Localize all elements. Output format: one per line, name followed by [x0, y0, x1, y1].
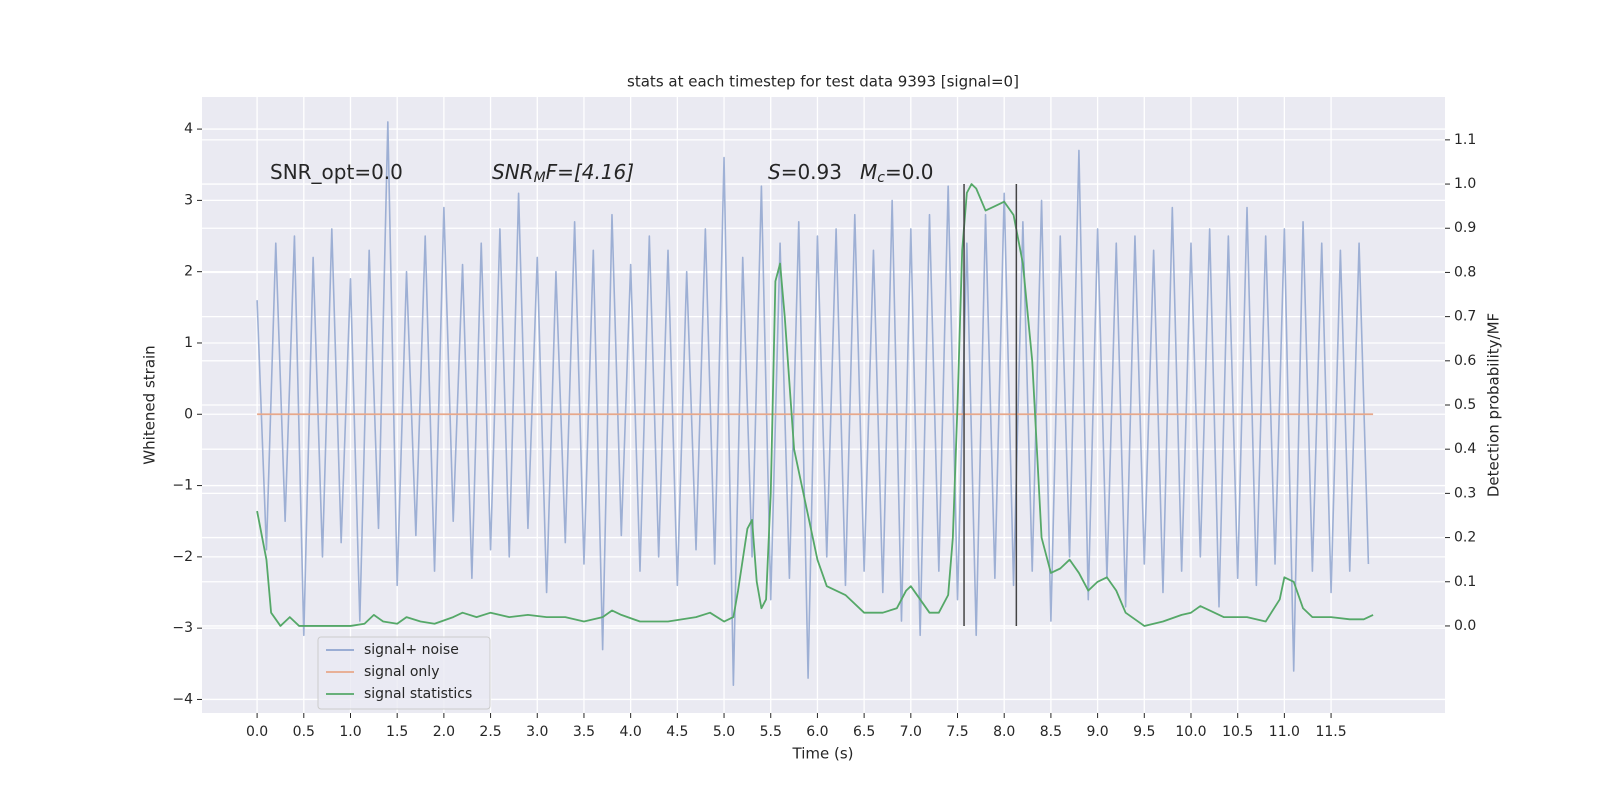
legend: signal+ noise signal only signal statistic… [317, 636, 491, 710]
legend-label: signal only [364, 664, 439, 680]
y-tick-label: 2 [184, 264, 193, 280]
y-tick-label: −3 [172, 620, 193, 636]
y2-tick-label: 0.8 [1454, 264, 1476, 280]
annotation-rest: =0.93 [781, 160, 842, 184]
annotation: SNRMF=[4.16] [492, 160, 634, 187]
y-tick-label: 0 [184, 406, 193, 422]
annotation-symbol: S [768, 160, 781, 184]
y2-tick-label: 0.5 [1454, 397, 1476, 413]
x-axis-label: Time (s) [792, 745, 854, 763]
chart-title: stats at each timestep for test data 939… [627, 73, 1019, 91]
marks [256, 121, 1374, 686]
axes: 0.0 0.5 1.0 1.5 2.0 2.5 3.0 3.5 4.0 4.5 5.0 5.5 6.0 6… [172, 121, 1476, 740]
x-tick-label: 5.5 [760, 724, 782, 740]
y2-tick-label: 0.0 [1454, 618, 1476, 634]
annotations: SNR_opt=0.0 SNRMF=[4.16] S=0.93 Mc=0.0 [270, 160, 934, 187]
annotation-rest: F=[4.16] [546, 160, 634, 184]
y2-tick-label: 1.1 [1454, 132, 1476, 148]
annotation-subscript: M [534, 170, 546, 186]
y2-tick-label: 0.7 [1454, 309, 1476, 325]
x-tick-label: 4.5 [666, 724, 688, 740]
y2-tick-label: 0.4 [1454, 441, 1476, 457]
annotation-text: SNR_opt=0.0 [270, 160, 403, 184]
annotation-symbol: M [860, 160, 877, 184]
annotation: SNR_opt=0.0 [270, 160, 403, 184]
y-tick-label: 3 [184, 192, 193, 208]
annotation: Mc=0.0 [860, 160, 934, 187]
annotation-symbol: SNR [492, 160, 534, 184]
grid [202, 97, 1445, 713]
x-tick-label: 10.0 [1175, 724, 1206, 740]
x-tick-label: 9.0 [1086, 724, 1108, 740]
x-tick-label: 2.5 [479, 724, 501, 740]
x-tick-label: 7.0 [900, 724, 922, 740]
x-tick-label: 3.5 [573, 724, 595, 740]
y-tick-label: 4 [184, 121, 193, 137]
x-tick-label: 11.5 [1315, 724, 1346, 740]
x-tick-label: 0.0 [246, 724, 268, 740]
x-tick-label: 8.5 [1040, 724, 1062, 740]
series-line [256, 183, 1374, 627]
x-tick-label: 6.0 [806, 724, 828, 740]
y-axis-label: Whitened strain [141, 345, 159, 464]
x-tick-label: 0.5 [293, 724, 315, 740]
x-tick-label: 10.5 [1222, 724, 1253, 740]
x-tick-label: 1.0 [339, 724, 361, 740]
legend-label: signal+ noise [364, 642, 459, 658]
x-tick-label: 5.0 [713, 724, 735, 740]
y2-tick-label: 0.2 [1454, 530, 1476, 546]
x-tick-label: 8.0 [993, 724, 1015, 740]
series-line [256, 121, 1370, 686]
y2-tick-label: 0.3 [1454, 485, 1476, 501]
x-tick-label: 3.0 [526, 724, 548, 740]
y-tick-label: −2 [172, 549, 193, 565]
y2-tick-label: 0.9 [1454, 220, 1476, 236]
y2-axis-label: Detection probability/MF [1485, 313, 1503, 497]
x-tick-label: 11.0 [1269, 724, 1300, 740]
x-tick-label: 7.5 [946, 724, 968, 740]
annotation-rest: =0.0 [885, 160, 934, 184]
legend-label: signal statistics [364, 686, 472, 702]
y-tick-label: −1 [172, 478, 193, 494]
x-tick-label: 1.5 [386, 724, 408, 740]
legend-box [317, 636, 491, 710]
y-tick-label: 1 [184, 335, 193, 351]
x-tick-label: 9.5 [1133, 724, 1155, 740]
y2-tick-label: 1.0 [1454, 176, 1476, 192]
y2-tick-label: 0.6 [1454, 353, 1476, 369]
annotation-subscript: c [877, 170, 885, 186]
x-tick-label: 6.5 [853, 724, 875, 740]
x-tick-label: 4.0 [620, 724, 642, 740]
y2-tick-label: 0.1 [1454, 574, 1476, 590]
x-tick-label: 2.0 [433, 724, 455, 740]
y-tick-label: −4 [172, 691, 193, 707]
annotation: S=0.93 [768, 160, 842, 184]
